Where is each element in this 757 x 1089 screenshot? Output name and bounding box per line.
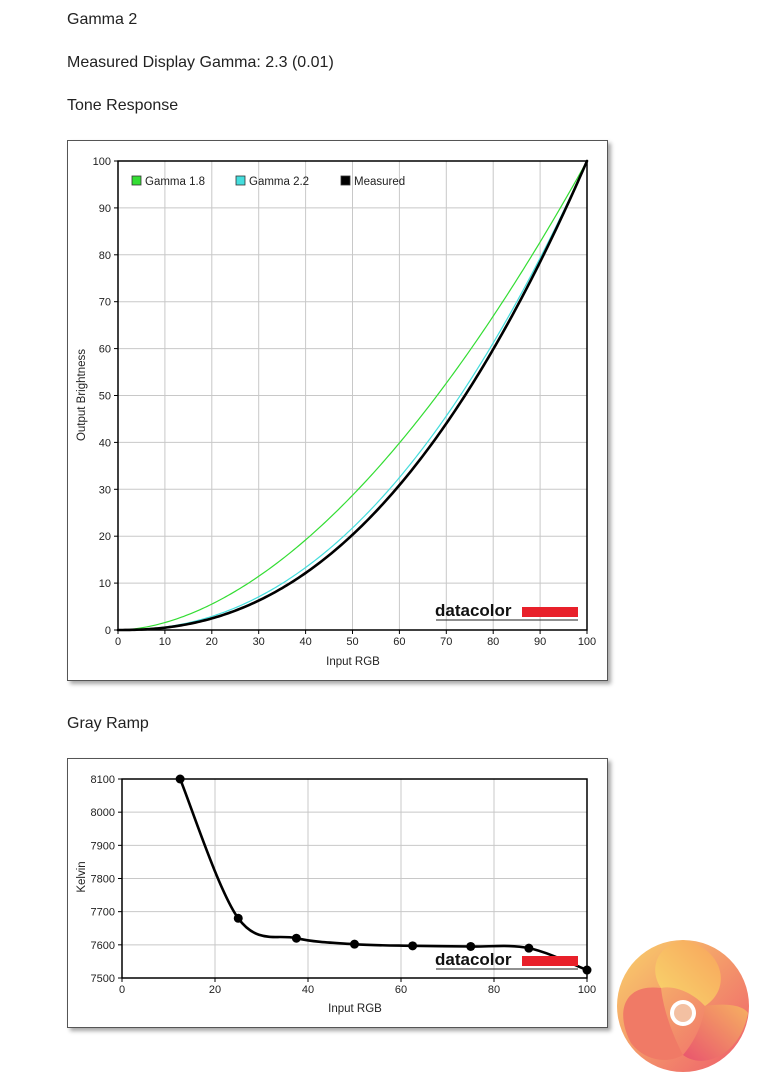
watermark-text: datacolor <box>435 601 512 620</box>
plot-area-border <box>117 160 588 631</box>
chart-axes <box>114 160 588 634</box>
x-tick-label: 60 <box>395 984 407 996</box>
x-tick-label: 100 <box>578 636 596 648</box>
section-title-tone-response: Tone Response <box>67 97 179 114</box>
data-point <box>408 941 418 951</box>
y-tick-label: 20 <box>99 531 111 543</box>
watermark-red-bar <box>522 607 578 617</box>
series-line-gamma-2-2 <box>117 160 588 631</box>
tone-response-chart: 0 10 20 30 40 50 60 70 80 90 100 0 10 20 30 40 50 60 70 80 9… <box>76 156 597 668</box>
y-tick-label: 70 <box>99 297 111 309</box>
data-point <box>291 933 301 943</box>
chart-data-points <box>175 774 592 975</box>
x-tick-label: 70 <box>440 636 452 648</box>
y-axis-label: Kelvin <box>76 861 88 892</box>
y-tick-label: 7500 <box>91 973 115 985</box>
x-tick-label: 0 <box>115 636 121 648</box>
chart-series-lines <box>178 777 589 972</box>
series-line-measured <box>116 159 589 632</box>
legend-swatch-gamma-22 <box>235 175 246 186</box>
data-point <box>466 941 476 951</box>
y-tick-label: 30 <box>99 484 111 496</box>
chart-axes <box>118 778 588 982</box>
x-tick-label: 60 <box>393 636 405 648</box>
legend-label-gamma-22: Gamma 2.2 <box>249 176 309 188</box>
data-point <box>233 913 243 923</box>
x-tick-label: 0 <box>119 984 125 996</box>
x-tick-label: 10 <box>159 636 171 648</box>
legend-swatch-measured <box>340 175 351 186</box>
y-tick-label: 60 <box>99 344 111 356</box>
y-tick-label: 80 <box>99 250 111 262</box>
data-point <box>350 939 359 949</box>
x-tick-label: 20 <box>206 636 218 648</box>
kitguru-logo <box>617 940 749 1072</box>
y-tick-label: 7600 <box>91 940 115 952</box>
y-axis-label: Output Brightness <box>76 349 88 441</box>
y-tick-label: 10 <box>99 578 111 590</box>
x-tick-label: 30 <box>253 636 265 648</box>
watermark-red-bar <box>522 956 578 966</box>
legend-label-measured: Measured <box>354 176 405 188</box>
y-tick-label: 90 <box>99 203 111 215</box>
measured-gamma-text: Measured Display Gamma: 2.3 (0.01) <box>67 54 334 71</box>
section-title-gamma: Gamma 2 <box>67 11 138 28</box>
series-line-kelvin <box>178 777 589 972</box>
x-axis-label: Input RGB <box>328 1003 382 1015</box>
y-tick-label: 8000 <box>91 807 115 819</box>
y-tick-label: 0 <box>105 625 111 637</box>
data-point <box>524 943 534 953</box>
datacolor-watermark: datacolor <box>435 601 578 621</box>
chart-series-lines <box>116 159 589 632</box>
y-tick-label: 8100 <box>91 774 115 786</box>
chart-legend: Gamma 1.8 Gamma 2.2 Measured <box>131 175 405 188</box>
legend-swatch-gamma-18 <box>131 175 142 186</box>
tone-response-chart-panel: 0 10 20 30 40 50 60 70 80 90 100 0 10 20 30 40 50 60 70 80 9… <box>67 140 608 681</box>
x-tick-label: 50 <box>346 636 358 648</box>
chart-gridlines <box>118 160 588 630</box>
chart-tick-labels: 0 10 20 30 40 50 60 70 80 90 100 0 10 20 30 40 50 60 70 80 9… <box>93 156 597 648</box>
watermark-text: datacolor <box>435 950 512 969</box>
x-tick-label: 80 <box>487 636 499 648</box>
y-tick-label: 40 <box>99 437 111 449</box>
section-title-gray-ramp: Gray Ramp <box>67 715 149 732</box>
data-point <box>582 965 592 975</box>
plot-area-border <box>121 778 588 979</box>
x-tick-label: 40 <box>299 636 311 648</box>
data-point <box>175 774 185 784</box>
y-tick-label: 7800 <box>91 874 115 886</box>
x-tick-label: 40 <box>302 984 314 996</box>
x-tick-label: 80 <box>488 984 500 996</box>
x-tick-label: 20 <box>209 984 221 996</box>
series-line-gamma-1-8 <box>117 160 588 631</box>
chart-tick-labels: 0 20 40 60 80 100 7500 7600 7700 7800 7900 8000 8100 <box>91 774 597 996</box>
legend-label-gamma-18: Gamma 1.8 <box>145 176 205 188</box>
y-tick-label: 100 <box>93 156 111 168</box>
y-tick-label: 7700 <box>91 907 115 919</box>
x-axis-label: Input RGB <box>326 656 380 668</box>
x-tick-label: 90 <box>534 636 546 648</box>
gray-ramp-chart-panel: 0 20 40 60 80 100 7500 7600 7700 7800 7900 8000 8100… <box>67 758 608 1028</box>
y-tick-label: 50 <box>99 391 111 403</box>
y-tick-label: 7900 <box>91 840 115 852</box>
gray-ramp-chart: 0 20 40 60 80 100 7500 7600 7700 7800 7900 8000 8100… <box>76 774 597 1015</box>
x-tick-label: 100 <box>578 984 596 996</box>
datacolor-watermark: datacolor <box>435 950 578 970</box>
